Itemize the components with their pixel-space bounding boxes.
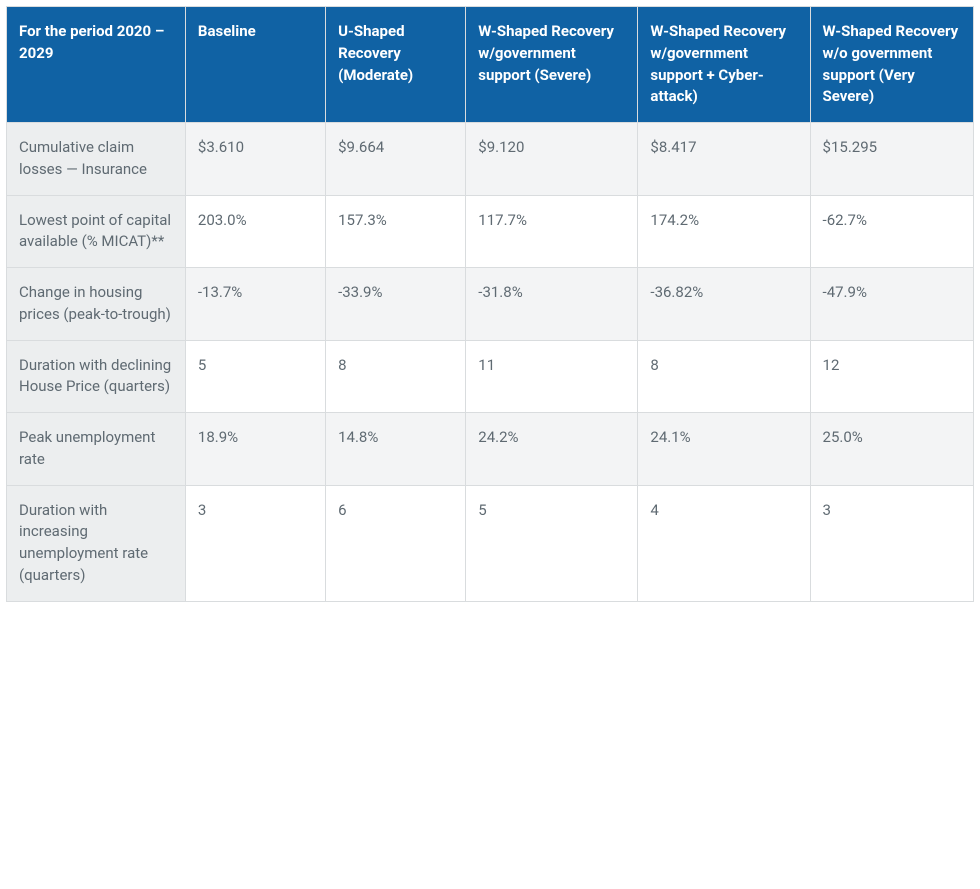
- row-label: Duration with increasing unemployment ra…: [7, 485, 186, 601]
- cell: 8: [638, 340, 810, 413]
- cell: 24.2%: [466, 413, 638, 486]
- col-header-w-severe: W-Shaped Recovery w/government support (…: [466, 7, 638, 123]
- table-header-row: For the period 2020 – 2029 Baseline U-Sh…: [7, 7, 974, 123]
- row-label: Peak unemployment rate: [7, 413, 186, 486]
- scenario-table: For the period 2020 – 2029 Baseline U-Sh…: [6, 6, 974, 602]
- cell: $3.610: [185, 123, 325, 196]
- cell: $9.664: [326, 123, 466, 196]
- cell: 3: [810, 485, 973, 601]
- cell: -13.7%: [185, 268, 325, 341]
- col-header-w-nosupport: W-Shaped Recovery w/o government support…: [810, 7, 973, 123]
- cell: -47.9%: [810, 268, 973, 341]
- col-header-u-shaped: U-Shaped Recovery (Moderate): [326, 7, 466, 123]
- cell: 3: [185, 485, 325, 601]
- cell: -31.8%: [466, 268, 638, 341]
- cell: 203.0%: [185, 195, 325, 268]
- cell: 174.2%: [638, 195, 810, 268]
- cell: 8: [326, 340, 466, 413]
- cell: $8.417: [638, 123, 810, 196]
- table-row: Lowest point of capital available (% MIC…: [7, 195, 974, 268]
- cell: 117.7%: [466, 195, 638, 268]
- row-label: Change in housing prices (peak-to-trough…: [7, 268, 186, 341]
- cell: 4: [638, 485, 810, 601]
- cell: -62.7%: [810, 195, 973, 268]
- row-label: Cumulative claim losses — Insurance: [7, 123, 186, 196]
- cell: 18.9%: [185, 413, 325, 486]
- row-label: Lowest point of capital available (% MIC…: [7, 195, 186, 268]
- cell: $9.120: [466, 123, 638, 196]
- cell: -36.82%: [638, 268, 810, 341]
- cell: 11: [466, 340, 638, 413]
- cell: 157.3%: [326, 195, 466, 268]
- table-row: Change in housing prices (peak-to-trough…: [7, 268, 974, 341]
- cell: -33.9%: [326, 268, 466, 341]
- col-header-period: For the period 2020 – 2029: [7, 7, 186, 123]
- cell: 12: [810, 340, 973, 413]
- table-row: Peak unemployment rate 18.9% 14.8% 24.2%…: [7, 413, 974, 486]
- cell: 25.0%: [810, 413, 973, 486]
- col-header-w-cyber: W-Shaped Recovery w/government support +…: [638, 7, 810, 123]
- col-header-baseline: Baseline: [185, 7, 325, 123]
- cell: 24.1%: [638, 413, 810, 486]
- cell: 14.8%: [326, 413, 466, 486]
- cell: 5: [185, 340, 325, 413]
- table-row: Cumulative claim losses — Insurance $3.6…: [7, 123, 974, 196]
- table-row: Duration with declining House Price (qua…: [7, 340, 974, 413]
- table-container: For the period 2020 – 2029 Baseline U-Sh…: [0, 0, 980, 608]
- cell: $15.295: [810, 123, 973, 196]
- cell: 6: [326, 485, 466, 601]
- table-row: Duration with increasing unemployment ra…: [7, 485, 974, 601]
- cell: 5: [466, 485, 638, 601]
- row-label: Duration with declining House Price (qua…: [7, 340, 186, 413]
